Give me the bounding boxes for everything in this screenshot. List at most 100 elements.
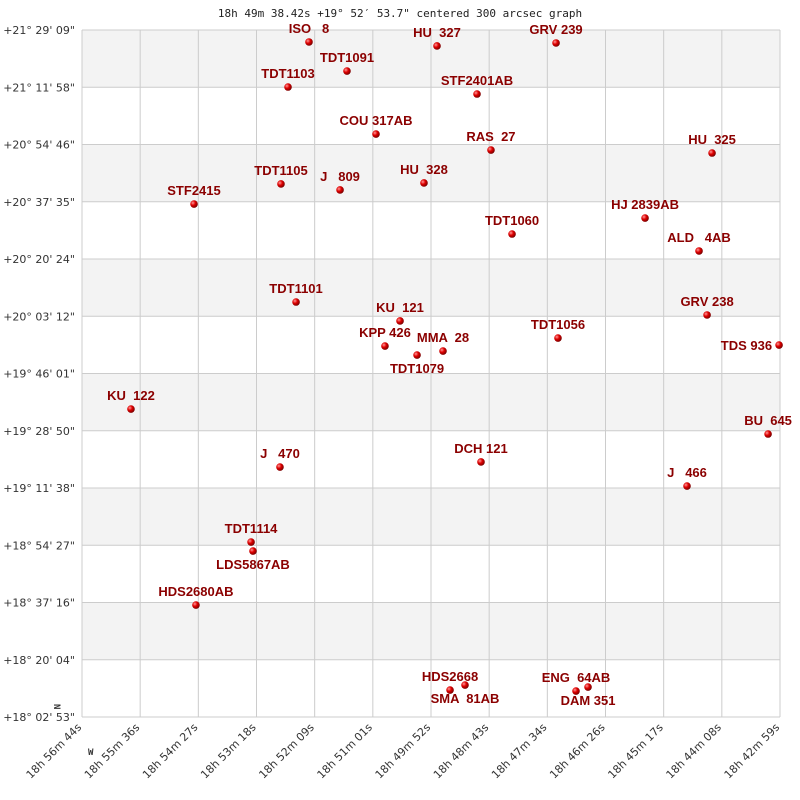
star-marker[interactable] (247, 538, 255, 546)
star-point[interactable]: HU 327 (413, 25, 461, 50)
star-marker[interactable] (508, 230, 516, 238)
star-label: BU 645 (744, 413, 792, 428)
star-marker[interactable] (420, 179, 428, 187)
star-marker[interactable] (461, 681, 469, 689)
star-point[interactable]: TDS 936 (721, 338, 783, 353)
y-tick-label: +21° 11' 58" (3, 81, 75, 94)
star-marker[interactable] (292, 298, 300, 306)
star-point[interactable]: HU 328 (400, 162, 448, 187)
star-label: KU 122 (107, 388, 155, 403)
star-point[interactable]: HDS2668 (422, 669, 478, 694)
star-label: MMA 28 (417, 330, 469, 345)
star-point[interactable]: DCH 121 (454, 441, 508, 466)
star-marker[interactable] (446, 686, 454, 694)
star-marker[interactable] (413, 351, 421, 359)
star-point[interactable]: TDT1056 (531, 317, 585, 342)
star-point[interactable]: ENG 64AB (542, 670, 611, 695)
star-label: HDS2668 (422, 669, 478, 684)
star-point[interactable]: TDT1103 (261, 66, 315, 91)
y-tick-labels: +21° 29' 09" +21° 11' 58" +20° 54' 46" +20°… (3, 24, 75, 724)
star-marker[interactable] (396, 317, 404, 325)
star-marker[interactable] (381, 342, 389, 350)
star-point[interactable]: DAM 351 (561, 683, 616, 708)
y-tick-label: +19° 46' 01" (3, 368, 75, 381)
star-point[interactable]: TDT1105 (254, 163, 308, 188)
star-marker[interactable] (190, 200, 198, 208)
star-point[interactable]: MMA 28 (417, 330, 469, 355)
star-marker[interactable] (708, 149, 716, 157)
star-point[interactable]: J 470 (260, 446, 300, 471)
star-marker[interactable] (277, 180, 285, 188)
star-marker[interactable] (343, 67, 351, 75)
star-point[interactable]: RAS 27 (466, 129, 516, 154)
star-marker[interactable] (249, 547, 257, 555)
star-marker[interactable] (473, 90, 481, 98)
star-label: J 809 (320, 169, 360, 184)
star-marker[interactable] (276, 463, 284, 471)
star-point[interactable]: HDS2680AB (158, 584, 234, 609)
star-point[interactable]: LDS5867AB (216, 547, 290, 572)
star-label: HU 327 (413, 25, 461, 40)
x-tick-label: 18h 56m 44s (24, 721, 85, 782)
star-marker[interactable] (305, 38, 313, 46)
star-marker[interactable] (284, 83, 292, 91)
star-marker[interactable] (127, 405, 135, 413)
north-marker: N (51, 704, 61, 709)
star-label: RAS 27 (466, 129, 515, 144)
star-point[interactable]: TDT1114 (225, 521, 279, 546)
star-point[interactable]: KPP 426 (359, 325, 411, 350)
star-label: SMA 81AB (431, 691, 500, 706)
star-marker[interactable] (192, 601, 200, 609)
y-tick-label: +18° 37' 16" (3, 597, 75, 610)
star-point[interactable]: TDT1101 (269, 281, 323, 306)
star-marker[interactable] (764, 430, 772, 438)
star-point[interactable]: HJ 2839AB (611, 197, 679, 222)
star-point[interactable]: KU 122 (107, 388, 155, 413)
star-label: ALD 4AB (667, 230, 731, 245)
star-marker[interactable] (584, 683, 592, 691)
star-point[interactable]: TDT1079 (390, 351, 444, 376)
star-marker[interactable] (572, 687, 580, 695)
star-marker[interactable] (336, 186, 344, 194)
x-tick-label: 18h 51m 01s (315, 721, 376, 782)
star-point[interactable]: COU 317AB (340, 113, 413, 138)
star-point[interactable]: GRV 238 (680, 294, 734, 319)
star-label: DCH 121 (454, 441, 507, 456)
star-label: J 470 (260, 446, 300, 461)
y-tick-label: +18° 02' 53" (3, 711, 75, 724)
y-tick-label: +21° 29' 09" (3, 24, 75, 37)
y-tick-label: +20° 20' 24" (3, 253, 75, 266)
star-point[interactable]: HU 325 (688, 132, 736, 157)
star-point[interactable]: KU 121 (376, 300, 424, 325)
y-tick-label: +18° 20' 04" (3, 654, 75, 667)
star-point[interactable]: GRV 239 (529, 22, 583, 47)
star-marker[interactable] (683, 482, 691, 490)
star-label: TDT1079 (390, 361, 444, 376)
star-point[interactable]: ALD 4AB (667, 230, 731, 255)
star-point[interactable]: STF2415 (167, 183, 221, 208)
star-point[interactable]: BU 645 (744, 413, 792, 438)
star-marker[interactable] (372, 130, 380, 138)
star-marker[interactable] (703, 311, 711, 319)
star-label: STF2401AB (441, 73, 513, 88)
star-marker[interactable] (552, 39, 560, 47)
star-point[interactable]: STF2401AB (441, 73, 513, 98)
star-point[interactable]: TDT1060 (485, 213, 539, 238)
star-marker[interactable] (554, 334, 562, 342)
star-marker[interactable] (695, 247, 703, 255)
star-marker[interactable] (487, 146, 495, 154)
star-label: COU 317AB (340, 113, 413, 128)
star-marker[interactable] (775, 341, 783, 349)
star-marker[interactable] (439, 347, 447, 355)
star-point[interactable]: ISO 8 (289, 21, 329, 46)
star-point[interactable]: TDT1091 (320, 50, 374, 75)
star-point[interactable]: J 809 (320, 169, 360, 194)
star-marker[interactable] (477, 458, 485, 466)
star-marker[interactable] (641, 214, 649, 222)
star-marker[interactable] (433, 42, 441, 50)
star-point[interactable]: SMA 81AB (431, 681, 500, 706)
x-tick-label: 18h 53m 18s (198, 721, 259, 782)
star-point[interactable]: J 466 (667, 465, 707, 490)
y-tick-label: +18° 54' 27" (3, 539, 75, 552)
